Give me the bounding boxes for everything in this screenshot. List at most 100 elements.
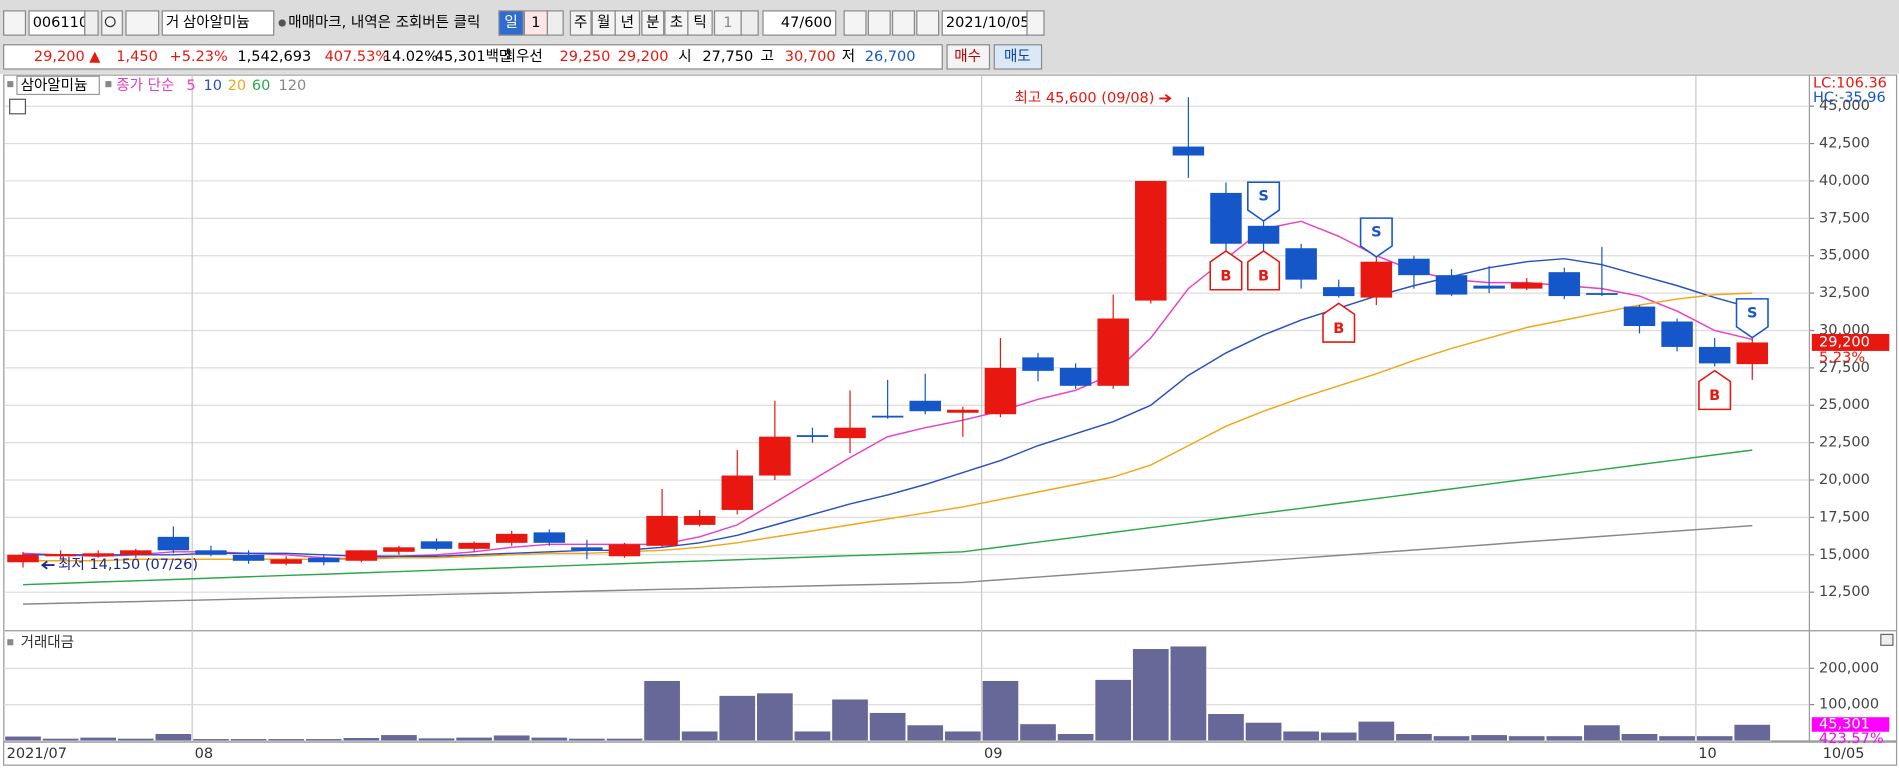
y-tick-label: 40,000 (1819, 173, 1870, 189)
period-button[interactable] (498, 10, 524, 36)
volume-last-label: 45,301 (1819, 716, 1870, 732)
period-label[interactable]: 월 (597, 14, 610, 31)
volume-bar (1433, 735, 1470, 742)
period-label[interactable]: 년 (621, 14, 634, 31)
candle-body (195, 550, 227, 555)
candle-body (1548, 272, 1581, 297)
period-label[interactable]: 초 (670, 15, 683, 31)
volume-bar (1733, 724, 1771, 742)
sell-button[interactable] (993, 44, 1043, 70)
code-input[interactable] (28, 10, 86, 36)
y-tick-label: 35,000 (1819, 248, 1870, 264)
volume-bar (380, 734, 418, 742)
candle-body (44, 554, 77, 557)
tool-button[interactable] (916, 10, 940, 36)
candle-body (571, 547, 603, 551)
volume-bar (1658, 735, 1696, 742)
buy-mark-shape (1698, 369, 1732, 411)
quote-price: 29,200 ▲ (34, 49, 101, 65)
x-tick-label: 09 (984, 746, 1002, 762)
quote-volume: 1,542,693 (237, 49, 311, 65)
code-dropdown[interactable] (84, 10, 99, 36)
period-button[interactable] (614, 10, 641, 36)
x-end-label: 10/05 (1823, 746, 1865, 762)
volume-bar (1245, 722, 1283, 742)
legend-title: 삼아알미늄 (21, 77, 88, 94)
quote-change: 1,450 (116, 49, 158, 65)
candle-body (345, 550, 378, 561)
period-button[interactable] (569, 10, 592, 36)
candle-body (909, 400, 941, 412)
search-button[interactable] (101, 10, 123, 36)
y-tick-label: 20,000 (1819, 472, 1870, 488)
candle-body (1398, 258, 1430, 276)
volume-bar (1282, 730, 1320, 742)
candle-body (1022, 357, 1054, 371)
volume-bar (1395, 733, 1433, 742)
volume-bar (1696, 735, 1734, 742)
volume-bar (1169, 645, 1207, 742)
quote-best-label: 최우선 (503, 48, 543, 65)
tool-button[interactable] (867, 10, 891, 36)
legend-icon (105, 81, 112, 88)
quote-high-label: 고 (761, 49, 774, 65)
tool-button[interactable] (891, 10, 915, 36)
pane-button[interactable] (1880, 633, 1894, 646)
buy-mark: B (1220, 268, 1231, 284)
quote-turnover: 14.02% (383, 49, 438, 65)
period-label[interactable]: 1 (723, 15, 732, 31)
volume-bar (981, 680, 1019, 742)
period-button[interactable] (687, 10, 713, 36)
candle-body (1586, 293, 1618, 295)
volume-rate-label: 423.57% (1819, 731, 1884, 747)
buy-mark-shape (1322, 302, 1356, 343)
quote-volume-ratio: 407.53% (325, 49, 390, 65)
high-arrow (1159, 94, 1172, 103)
volume-bar (793, 730, 831, 742)
candle-body (157, 536, 190, 551)
tool-button[interactable] (843, 10, 867, 36)
y-tick-label: 42,500 (1819, 136, 1870, 152)
candle-body (1435, 275, 1468, 295)
y-tick-label: 200,000 (1819, 660, 1879, 676)
sell-mark-shape (1735, 298, 1769, 339)
period-label[interactable]: 주 (574, 15, 587, 31)
date-input[interactable] (941, 10, 1028, 36)
legend-entry: 20 (228, 78, 246, 94)
volume-bar (718, 695, 756, 742)
legend-subtitle: 종가 단순 (116, 77, 174, 94)
moving-average-line (23, 257, 1753, 558)
candle-body (495, 533, 528, 543)
date-text: 2021/10/05 (946, 15, 1030, 31)
name-input[interactable] (161, 10, 275, 36)
candle-body (1059, 367, 1092, 386)
period-label[interactable]: 1 (531, 15, 540, 31)
volume-bar (4, 735, 42, 742)
tick-dropdown[interactable] (740, 10, 759, 36)
period-button[interactable] (713, 10, 742, 36)
menu-button[interactable] (3, 10, 27, 36)
period-button[interactable] (641, 10, 665, 36)
sound-button[interactable] (125, 10, 160, 36)
buy-label[interactable]: 매수 (954, 48, 981, 65)
candle-body (383, 547, 415, 552)
period-label[interactable]: 일 (504, 14, 517, 31)
period-dropdown[interactable] (546, 10, 564, 36)
sell-label[interactable]: 매도 (1004, 48, 1031, 65)
volume-bar (1621, 733, 1658, 742)
sell-mark: S (1371, 225, 1381, 241)
sell-mark: S (1258, 189, 1268, 205)
volume-bar (1357, 721, 1395, 742)
candle-body (1698, 346, 1731, 364)
calendar-button[interactable] (1026, 10, 1045, 36)
period-label[interactable]: 분 (646, 15, 659, 31)
buy-button[interactable] (946, 44, 991, 70)
quote-low: 26,700 (865, 49, 916, 65)
name-prefix: 거 (166, 14, 179, 31)
volume-bar (42, 738, 80, 742)
y-tick-label: 17,500 (1819, 509, 1870, 525)
count-text: 47/600 (781, 15, 832, 31)
period-label[interactable]: 틱 (693, 14, 706, 31)
volume-bar (79, 737, 117, 742)
table-icon[interactable] (9, 98, 27, 115)
